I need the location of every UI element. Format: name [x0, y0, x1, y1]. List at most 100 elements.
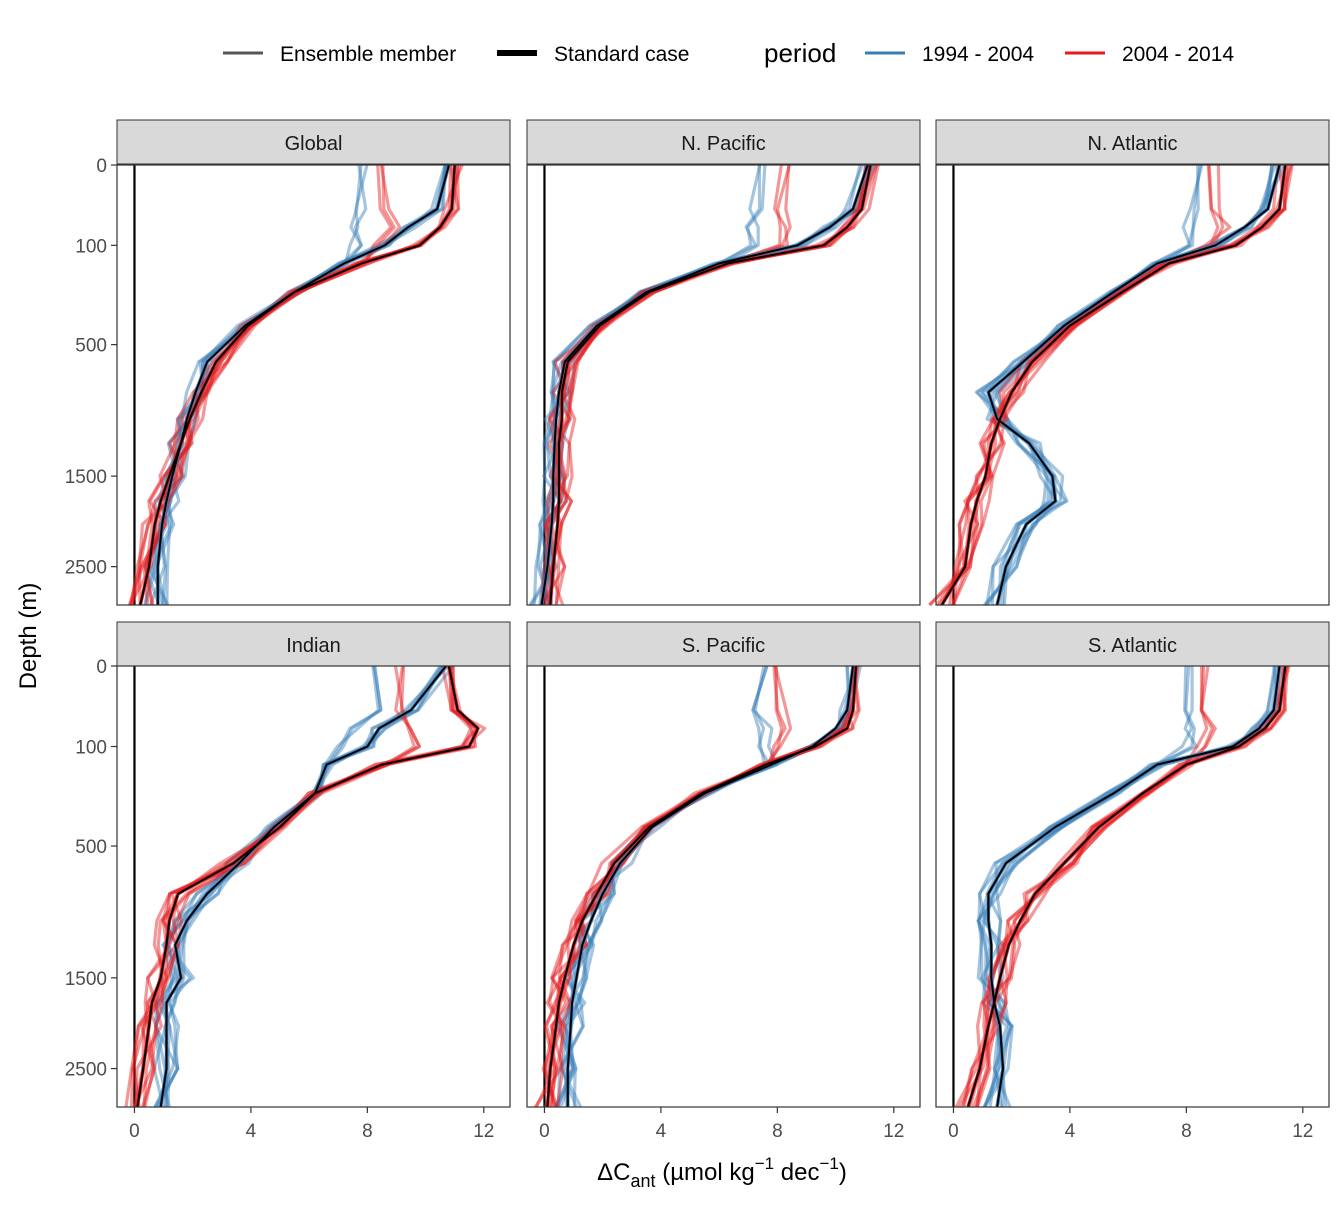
ensemble-line-2004-2014-global — [137, 164, 402, 606]
panel-background-global — [117, 165, 510, 605]
legend: Ensemble member Standard case period 199… — [223, 38, 1234, 68]
x-tick-label-12-s-atlantic: 12 — [1292, 1121, 1313, 1142]
ensemble-line-2004-2014-s-pacific — [545, 665, 861, 1108]
y-tick-label-0-global: 0 — [96, 156, 107, 177]
ensemble-line-1994-2004-n-pacific — [529, 164, 767, 606]
legend-label-2004-2014: 2004 - 2014 — [1122, 43, 1234, 66]
standard-case-line-1994-2004-global — [156, 164, 450, 605]
facet-title-n-atlantic: N. Atlantic — [1087, 133, 1177, 155]
facet-title-indian: Indian — [286, 635, 341, 657]
y-tick-label-2500-global: 2500 — [65, 558, 107, 579]
facet-strip-indian — [116, 621, 511, 667]
panel-background-indian — [117, 666, 510, 1107]
x-axis-title-sup1: −1 — [755, 1154, 774, 1173]
x-tick-label-0-s-atlantic: 0 — [948, 1121, 959, 1142]
ensemble-line-1994-2004-global — [149, 164, 363, 606]
legend-title-period: period — [764, 38, 836, 68]
ensemble-line-1994-2004-indian — [156, 665, 383, 1108]
x-axis-title-sub: ant — [631, 1171, 656, 1191]
x-tick-label-0-indian: 0 — [129, 1121, 140, 1142]
facet-title-s-atlantic: S. Atlantic — [1088, 635, 1177, 657]
standard-case-line-2004-2014-n-pacific — [549, 164, 872, 606]
ensemble-line-1994-2004-indian — [155, 665, 455, 1108]
standard-case-line-1994-2004-s-pacific — [566, 665, 854, 1107]
ensemble-line-2004-2014-global — [144, 164, 396, 606]
facet-strip-n-atlantic — [935, 119, 1330, 165]
x-tick-label-4-indian: 4 — [246, 1121, 257, 1142]
facet-strip-s-pacific — [526, 621, 921, 667]
x-axis-title-rest: (µmol kg — [656, 1159, 755, 1186]
facet-strip-global — [116, 119, 511, 165]
standard-case-line-2004-2014-global — [139, 164, 456, 606]
ensemble-line-1994-2004-indian — [154, 665, 442, 1108]
ensemble-line-1994-2004-n-atlantic — [976, 164, 1200, 607]
y-tick-label-500-indian: 500 — [75, 837, 107, 858]
facet-title-global: Global — [285, 133, 343, 155]
ensemble-line-2004-2014-s-atlantic — [957, 665, 1214, 1108]
standard-case-line-2004-2014-s-atlantic — [967, 665, 1287, 1108]
standard-case-line-1994-2004-n-pacific — [540, 164, 869, 606]
ensemble-line-2004-2014-indian — [133, 665, 421, 1108]
x-axis-title-main: ΔC — [597, 1159, 630, 1186]
facet-title-n-pacific: N. Pacific — [681, 133, 765, 155]
panel-border-n-atlantic — [935, 164, 1330, 606]
ensemble-line-2004-2014-s-pacific — [545, 665, 784, 1108]
x-tick-label-0-s-pacific: 0 — [539, 1121, 550, 1142]
facet-s-atlantic: S. Atlantic 0 4 8 12 — [935, 621, 1330, 1142]
ensemble-line-2004-2014-n-pacific — [546, 164, 789, 606]
standard-case-line-1994-2004-s-atlantic — [987, 665, 1281, 1108]
standard-case-line-2004-2014-s-pacific — [546, 665, 857, 1108]
ensemble-line-1994-2004-s-atlantic — [976, 666, 1198, 1108]
y-tick-label-100-global: 100 — [75, 236, 107, 257]
panel-background-s-pacific — [527, 666, 920, 1107]
y-tick-label-2500-indian: 2500 — [65, 1060, 107, 1081]
y-axis-title: Depth (m) — [15, 583, 42, 690]
standard-case-line-2004-2014-n-atlantic — [940, 164, 1287, 606]
x-axis-title-end: ) — [839, 1159, 847, 1186]
panel-border-global — [116, 164, 511, 606]
standard-case-line-1994-2004-n-atlantic — [987, 164, 1281, 606]
x-tick-label-8-s-atlantic: 8 — [1181, 1121, 1192, 1142]
facet-s-pacific: S. Pacific 0 4 8 12 — [526, 621, 921, 1142]
legend-label-1994-2004: 1994 - 2004 — [922, 43, 1034, 66]
facet-panels: Global 0 100 500 1500 2500 N. Pacific N. Atlant… — [65, 119, 1330, 1142]
x-axis-title-sup2: −1 — [819, 1154, 838, 1173]
facet-n-atlantic: N. Atlantic — [928, 119, 1330, 607]
panel-border-indian — [116, 665, 511, 1108]
ensemble-line-2004-2014-n-atlantic — [948, 164, 1220, 606]
x-tick-label-12-indian: 12 — [473, 1121, 494, 1142]
x-axis-title-mid: dec — [774, 1159, 819, 1186]
x-tick-label-8-s-pacific: 8 — [772, 1121, 783, 1142]
facet-indian: Indian 0 100 500 1500 2500 0 4 8 12 — [65, 621, 511, 1142]
facet-title-s-pacific: S. Pacific — [682, 635, 765, 657]
x-tick-label-4-s-atlantic: 4 — [1065, 1121, 1076, 1142]
y-tick-label-0-indian: 0 — [96, 657, 107, 678]
y-tick-label-1500-indian: 1500 — [65, 969, 107, 990]
facet-strip-n-pacific — [526, 119, 921, 165]
ensemble-line-1994-2004-n-pacific — [539, 164, 762, 606]
panel-background-n-atlantic — [936, 165, 1329, 605]
ensemble-line-2004-2014-n-pacific — [548, 164, 868, 606]
standard-case-line-1994-2004-indian — [159, 665, 447, 1108]
x-axis-title: ΔCant (µmol kg−1 dec−1) — [597, 1154, 847, 1191]
facet-n-pacific: N. Pacific — [526, 119, 921, 606]
y-tick-label-100-indian: 100 — [75, 738, 107, 759]
legend-label-standard-case: Standard case — [554, 43, 689, 66]
ensemble-line-1994-2004-n-atlantic — [985, 164, 1202, 606]
panel-border-s-atlantic — [935, 665, 1330, 1108]
facet-global: Global 0 100 500 1500 2500 — [65, 119, 511, 606]
panel-border-n-pacific — [526, 164, 921, 606]
legend-label-ensemble-member: Ensemble member — [280, 43, 456, 66]
ensemble-line-2004-2014-s-atlantic — [954, 665, 1210, 1108]
panel-background-n-pacific — [527, 165, 920, 605]
ensemble-line-2004-2014-n-atlantic — [928, 164, 1232, 607]
standard-case-line-2004-2014-indian — [136, 665, 479, 1108]
panel-border-s-pacific — [526, 665, 921, 1108]
ensemble-line-1994-2004-n-atlantic — [983, 164, 1277, 607]
y-tick-label-500-global: 500 — [75, 336, 107, 357]
y-tick-label-1500-global: 1500 — [65, 467, 107, 488]
x-tick-label-12-s-pacific: 12 — [883, 1121, 904, 1142]
x-tick-label-4-s-pacific: 4 — [656, 1121, 667, 1142]
x-tick-label-8-indian: 8 — [362, 1121, 373, 1142]
